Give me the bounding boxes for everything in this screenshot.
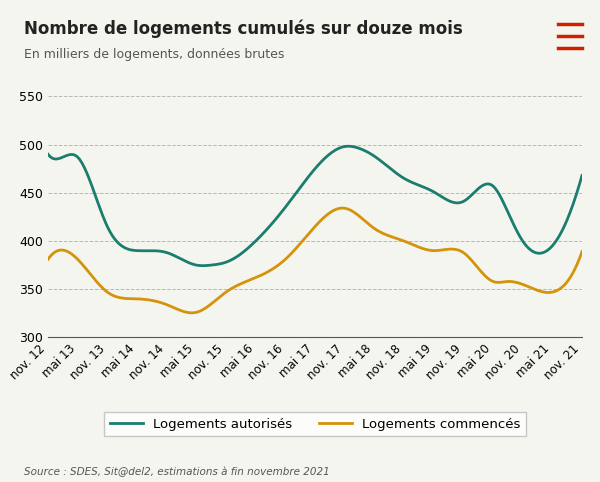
Text: Source : SDES, Sit@del2, estimations à fin novembre 2021: Source : SDES, Sit@del2, estimations à f… [24, 467, 330, 477]
Logements commencés [578, 249, 586, 254]
Logements autorisés [44, 151, 52, 157]
Text: En milliers de logements, données brutes: En milliers de logements, données brutes [24, 48, 284, 61]
Logements autorisés [568, 206, 575, 212]
Logements commencés [299, 238, 306, 243]
Logements autorisés [302, 177, 310, 183]
Logements autorisés [484, 181, 491, 187]
Logements autorisés [578, 173, 586, 178]
Legend: Logements autorisés, Logements commencés: Logements autorisés, Logements commencés [104, 412, 526, 436]
Logements commencés [364, 221, 371, 227]
Logements commencés [568, 273, 575, 279]
Logements commencés [302, 234, 310, 240]
Logements commencés [484, 275, 491, 281]
Logements commencés [44, 256, 52, 262]
Line: Logements commencés: Logements commencés [48, 208, 582, 313]
Logements autorisés [299, 181, 306, 187]
Logements autorisés [364, 149, 371, 155]
Text: Nombre de logements cumulés sur douze mois: Nombre de logements cumulés sur douze mo… [24, 19, 463, 38]
Logements commencés [338, 205, 346, 211]
Logements autorisés [200, 263, 207, 268]
Logements autorisés [334, 146, 341, 152]
Line: Logements autorisés: Logements autorisés [48, 146, 582, 266]
Logements autorisés [345, 143, 352, 149]
Logements commencés [188, 310, 195, 316]
Logements commencés [334, 206, 341, 212]
